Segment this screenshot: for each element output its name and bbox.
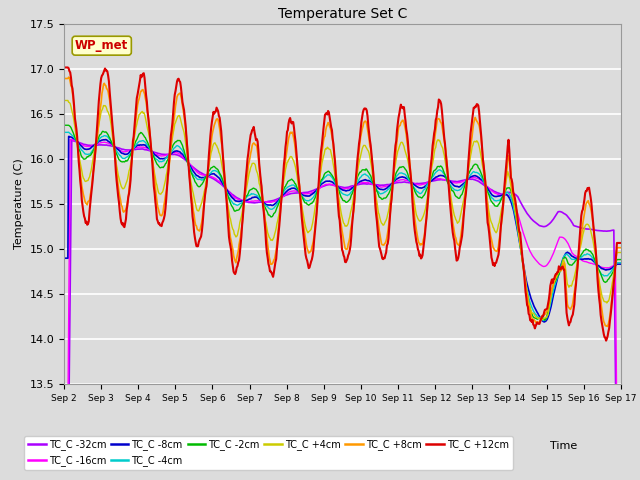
Line: TC_C +4cm: TC_C +4cm bbox=[64, 100, 621, 320]
TC_C -2cm bbox=[541, 317, 548, 323]
TC_C -2cm bbox=[214, 166, 221, 172]
TC_C -8cm bbox=[65, 133, 72, 139]
TC_C +12cm bbox=[70, 103, 78, 108]
TC_C +4cm bbox=[70, 119, 78, 125]
Line: TC_C -2cm: TC_C -2cm bbox=[64, 125, 621, 320]
TC_C +8cm bbox=[604, 324, 611, 329]
TC_C +4cm bbox=[538, 317, 546, 323]
TC_C -16cm bbox=[60, 410, 68, 416]
TC_C +8cm bbox=[71, 115, 79, 121]
TC_C -4cm bbox=[617, 260, 625, 265]
TC_C -16cm bbox=[613, 428, 621, 434]
TC_C +4cm bbox=[127, 157, 135, 163]
TC_C -4cm bbox=[128, 148, 136, 154]
TC_C +8cm bbox=[617, 245, 625, 251]
Line: TC_C +12cm: TC_C +12cm bbox=[64, 68, 621, 341]
Legend: TC_C -32cm, TC_C -16cm, TC_C -8cm, TC_C -4cm, TC_C -2cm, TC_C +4cm, TC_C +8cm, T: TC_C -32cm, TC_C -16cm, TC_C -8cm, TC_C … bbox=[24, 436, 513, 470]
TC_C -2cm bbox=[410, 186, 418, 192]
TC_C -32cm bbox=[411, 180, 419, 186]
TC_C -4cm bbox=[214, 169, 222, 175]
TC_C -32cm bbox=[71, 138, 79, 144]
TC_C -8cm bbox=[60, 255, 68, 261]
TC_C -8cm bbox=[214, 174, 222, 180]
TC_C -8cm bbox=[71, 136, 79, 142]
TC_C -4cm bbox=[428, 177, 435, 182]
TC_C +8cm bbox=[214, 117, 222, 123]
TC_C -8cm bbox=[185, 161, 193, 167]
TC_C -4cm bbox=[411, 186, 419, 192]
TC_C -4cm bbox=[540, 318, 547, 324]
TC_C -16cm bbox=[71, 138, 79, 144]
TC_C +8cm bbox=[411, 216, 419, 222]
TC_C -16cm bbox=[411, 181, 419, 187]
Line: TC_C -32cm: TC_C -32cm bbox=[64, 140, 621, 480]
Title: Temperature Set C: Temperature Set C bbox=[278, 8, 407, 22]
Line: TC_C -8cm: TC_C -8cm bbox=[64, 136, 621, 322]
TC_C -16cm bbox=[185, 160, 193, 166]
TC_C +12cm bbox=[426, 168, 434, 173]
TC_C -8cm bbox=[428, 178, 435, 184]
TC_C +12cm bbox=[214, 107, 221, 112]
TC_C -4cm bbox=[185, 161, 193, 167]
TC_C +8cm bbox=[65, 74, 72, 80]
TC_C -32cm bbox=[214, 179, 222, 185]
TC_C +12cm bbox=[602, 338, 610, 344]
TC_C -16cm bbox=[128, 146, 136, 152]
TC_C -32cm bbox=[185, 160, 193, 166]
TC_C -16cm bbox=[67, 136, 75, 142]
Y-axis label: Temperature (C): Temperature (C) bbox=[14, 158, 24, 250]
TC_C +4cm bbox=[184, 158, 192, 164]
TC_C -8cm bbox=[540, 319, 548, 325]
TC_C +8cm bbox=[185, 162, 193, 168]
TC_C +12cm bbox=[127, 163, 135, 168]
TC_C +8cm bbox=[60, 76, 68, 82]
TC_C +4cm bbox=[426, 175, 434, 180]
TC_C -4cm bbox=[60, 130, 68, 135]
TC_C -16cm bbox=[617, 428, 625, 434]
TC_C -16cm bbox=[428, 178, 435, 183]
TC_C +4cm bbox=[214, 144, 221, 150]
Line: TC_C -4cm: TC_C -4cm bbox=[64, 132, 621, 321]
TC_C +4cm bbox=[410, 197, 418, 203]
TC_C +12cm bbox=[184, 155, 192, 161]
TC_C -16cm bbox=[214, 178, 222, 184]
TC_C +12cm bbox=[617, 240, 625, 246]
TC_C -32cm bbox=[128, 147, 136, 153]
TC_C -2cm bbox=[184, 161, 192, 167]
TC_C +12cm bbox=[60, 65, 68, 71]
TC_C -4cm bbox=[71, 136, 79, 142]
TC_C +12cm bbox=[410, 221, 418, 227]
Line: TC_C +8cm: TC_C +8cm bbox=[64, 77, 621, 326]
Text: Time: Time bbox=[550, 441, 577, 451]
TC_C -2cm bbox=[70, 132, 78, 138]
TC_C +4cm bbox=[60, 97, 68, 103]
TC_C -2cm bbox=[60, 122, 68, 128]
TC_C -8cm bbox=[617, 261, 625, 267]
Line: TC_C -16cm: TC_C -16cm bbox=[64, 139, 621, 431]
TC_C -32cm bbox=[428, 178, 435, 184]
TC_C -2cm bbox=[426, 177, 434, 183]
TC_C -4cm bbox=[65, 129, 72, 135]
TC_C +8cm bbox=[128, 155, 136, 160]
TC_C -8cm bbox=[411, 182, 419, 188]
TC_C -2cm bbox=[617, 257, 625, 263]
TC_C +8cm bbox=[428, 164, 435, 170]
Text: WP_met: WP_met bbox=[75, 39, 129, 52]
TC_C +4cm bbox=[617, 250, 625, 255]
TC_C -32cm bbox=[68, 137, 76, 143]
TC_C -8cm bbox=[128, 146, 136, 152]
TC_C -2cm bbox=[127, 150, 135, 156]
